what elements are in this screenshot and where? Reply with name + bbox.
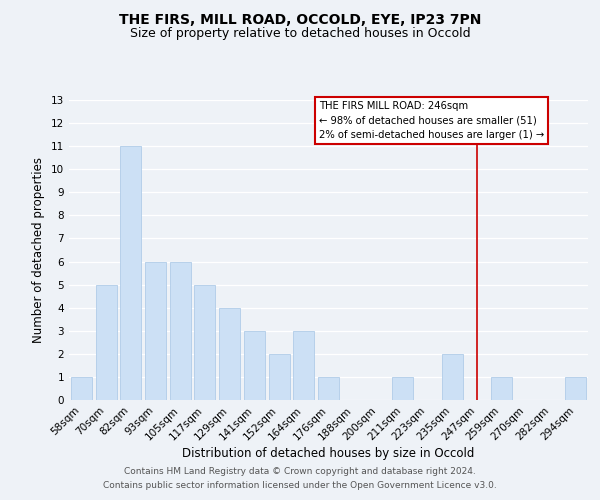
Bar <box>392 377 413 400</box>
Bar <box>120 146 141 400</box>
Text: Contains public sector information licensed under the Open Government Licence v3: Contains public sector information licen… <box>103 481 497 490</box>
Text: Size of property relative to detached houses in Occold: Size of property relative to detached ho… <box>130 28 470 40</box>
Bar <box>145 262 166 400</box>
Bar <box>244 331 265 400</box>
Text: THE FIRS, MILL ROAD, OCCOLD, EYE, IP23 7PN: THE FIRS, MILL ROAD, OCCOLD, EYE, IP23 7… <box>119 12 481 26</box>
Y-axis label: Number of detached properties: Number of detached properties <box>32 157 46 343</box>
Bar <box>95 284 116 400</box>
Bar <box>293 331 314 400</box>
Text: THE FIRS MILL ROAD: 246sqm
← 98% of detached houses are smaller (51)
2% of semi-: THE FIRS MILL ROAD: 246sqm ← 98% of deta… <box>319 101 544 140</box>
Bar <box>269 354 290 400</box>
Text: Contains HM Land Registry data © Crown copyright and database right 2024.: Contains HM Land Registry data © Crown c… <box>124 468 476 476</box>
Bar <box>71 377 92 400</box>
Bar <box>318 377 339 400</box>
X-axis label: Distribution of detached houses by size in Occold: Distribution of detached houses by size … <box>182 448 475 460</box>
Bar <box>219 308 240 400</box>
Bar <box>491 377 512 400</box>
Bar <box>565 377 586 400</box>
Bar <box>194 284 215 400</box>
Bar <box>170 262 191 400</box>
Bar <box>442 354 463 400</box>
